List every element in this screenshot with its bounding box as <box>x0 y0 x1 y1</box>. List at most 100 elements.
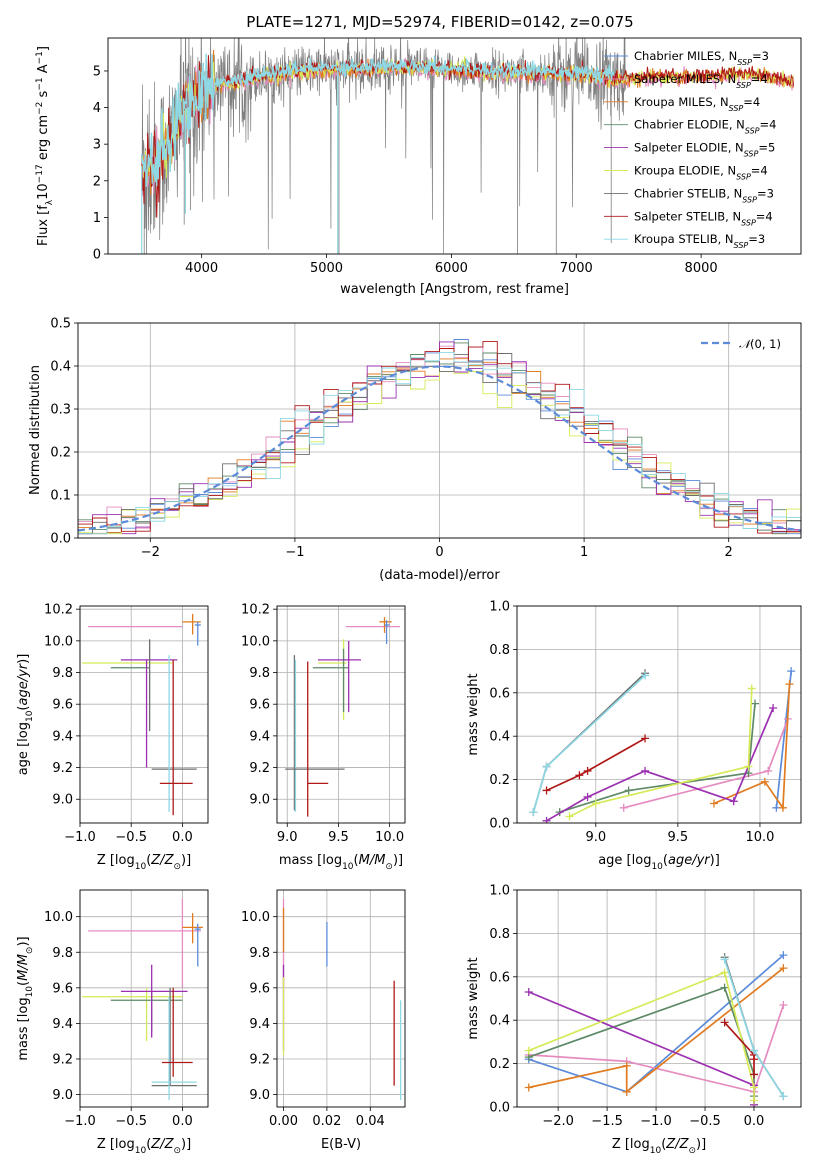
plot-area <box>524 951 788 1107</box>
y-axis-label-part: ] <box>36 46 51 51</box>
y-tick-label: 9.0 <box>249 1088 270 1103</box>
y-axis-label-part: A <box>36 64 51 77</box>
x-axis-label-part: 10 <box>135 862 147 872</box>
y-tick-label: 0.6 <box>489 970 510 985</box>
legend-label: Kroupa ELODIE, NSSP=4 <box>634 164 768 182</box>
legend-label-part: Chabrier ELODIE, N <box>634 118 745 132</box>
y-tick-label: 9.2 <box>52 761 73 776</box>
spectrum-panel: 4000 5000 6000 7000 8000 0 1 2 3 4 5 wavelength [An… <box>35 37 802 297</box>
weight-point-marker <box>709 799 718 808</box>
y-tick-label: 0.3 <box>50 403 71 418</box>
y-tick-label: 0.4 <box>489 730 510 745</box>
legend-label-part: SSP <box>736 172 751 181</box>
weight-point-marker <box>641 671 650 680</box>
y-tick-label: 10.0 <box>241 634 270 649</box>
weight-point-marker <box>542 762 551 771</box>
weight-point-marker <box>575 771 584 780</box>
x-axis-label: age [log10(age/yr)] <box>598 853 720 872</box>
legend-label-part: =3 <box>752 49 769 63</box>
x-axis-label: (data-model)/error <box>379 568 500 583</box>
plot-area <box>285 617 400 817</box>
y-axis-label-part: −1 <box>35 77 45 90</box>
y-tick-label: 2 <box>93 174 101 189</box>
weight-point-marker <box>619 803 628 812</box>
x-tick-label: −0.5 <box>115 830 147 845</box>
x-axis-label-part: age/yr <box>668 853 711 868</box>
weight-point-marker <box>720 955 729 964</box>
weight-point-marker <box>641 734 650 743</box>
x-tick-label: 8000 <box>685 261 718 276</box>
histogram-step-series <box>78 341 801 535</box>
y-axis-label: age [log10(age/yr)] <box>16 654 35 776</box>
legend-label-part: (0, 1) <box>750 337 781 351</box>
x-tick-label: −1.0 <box>64 830 96 845</box>
x-tick-label: 9.5 <box>328 830 349 845</box>
legend-label-part: SSP <box>744 149 759 158</box>
weight-point-marker <box>779 951 788 960</box>
legend-label: Salpeter ELODIE, NSSP=5 <box>634 141 775 159</box>
legend-label-part: =3 <box>757 186 774 200</box>
legend-label-part: =3 <box>748 232 765 246</box>
weight-point-marker <box>749 1096 758 1105</box>
spectrum-model-line <box>141 53 615 188</box>
y-tick-label: 10.0 <box>44 634 73 649</box>
legend-label: 𝒩(0, 1) <box>739 337 781 351</box>
legend-label-part: SSP <box>742 195 757 204</box>
weight-point-marker <box>542 786 551 795</box>
weight-point-marker <box>744 762 753 771</box>
x-tick-label: 0.0 <box>172 830 193 845</box>
y-axis-label-part: ( <box>16 981 31 986</box>
legend-label-part: SSP <box>729 103 744 112</box>
y-tick-label: 9.4 <box>249 1017 270 1032</box>
axes-frame <box>77 322 802 539</box>
figure-title: PLATE=1271, MJD=52974, FIBERID=0142, z=0… <box>246 13 633 31</box>
x-tick-label: −2 <box>141 545 160 560</box>
y-axis-label: mass [log10(M/M⊙)] <box>16 936 35 1060</box>
y-tick-label: 0.0 <box>489 817 510 832</box>
weight-point-marker <box>542 816 551 823</box>
x-axis-label: Z [log10(Z/Z⊙)] <box>612 1137 706 1156</box>
weight-series-line <box>528 967 784 1094</box>
weight-point-marker <box>583 792 592 801</box>
plot-area <box>282 898 402 1100</box>
y-axis-label: mass weight <box>466 673 481 755</box>
x-axis-label-part: age [log <box>598 853 651 868</box>
y-axis-label-part: s <box>36 90 51 101</box>
legend-label-part: SSP <box>745 126 760 135</box>
legend-label: Chabrier MILES, NSSP=3 <box>634 49 769 67</box>
y-tick-label: 0.8 <box>489 643 510 658</box>
x-tick-label: −1.0 <box>64 1114 96 1129</box>
y-tick-label: 0.0 <box>50 532 71 547</box>
y-axis-label-part: ( <box>16 706 31 711</box>
axes-frame <box>79 605 209 824</box>
legend-label-part: Salpeter MILES, N <box>634 72 736 86</box>
histogram-step-series <box>78 353 801 535</box>
y-axis-label-part: M/M <box>16 954 31 981</box>
y-tick-label: 9.6 <box>249 981 270 996</box>
weight-point-marker <box>747 684 756 693</box>
weight-point-marker <box>565 812 574 821</box>
weight-point-marker <box>749 1070 758 1079</box>
y-tick-label: 9.6 <box>52 981 73 996</box>
y-tick-label: 9.2 <box>249 1052 270 1067</box>
x-axis-label-part: 10 <box>342 862 354 872</box>
plot-area <box>529 667 796 823</box>
weight-point-marker <box>760 777 769 786</box>
axes-frame <box>79 889 209 1108</box>
y-axis-label-part: 10 <box>25 986 35 998</box>
x-axis-label-part: mass [log <box>279 853 342 868</box>
y-axis-label-part: )] <box>16 654 31 664</box>
y-tick-label: 0.1 <box>50 489 71 504</box>
mass-weight-vs-metallicity-panel: −2.0 −1.5 −1.0 −0.5 0.0 0.0 0.2 0.4 0.6 0.8 1.0 Z [… <box>466 884 802 1156</box>
weight-series-line <box>546 737 646 792</box>
x-tick-label: 0.04 <box>356 1114 385 1129</box>
legend-label-part: Chabrier STELIB, N <box>634 186 742 200</box>
y-tick-label: 10.2 <box>241 603 270 618</box>
legend-label: Salpeter MILES, NSSP=4 <box>634 72 768 90</box>
legend-label-part: =4 <box>743 95 760 109</box>
x-tick-label: 1 <box>580 545 588 560</box>
gaussian-reference-curve <box>78 365 801 532</box>
x-axis-label: Z [log10(Z/Z⊙)] <box>97 1137 191 1156</box>
y-tick-label: 0.4 <box>50 360 71 375</box>
legend-label-part: =5 <box>758 141 775 155</box>
